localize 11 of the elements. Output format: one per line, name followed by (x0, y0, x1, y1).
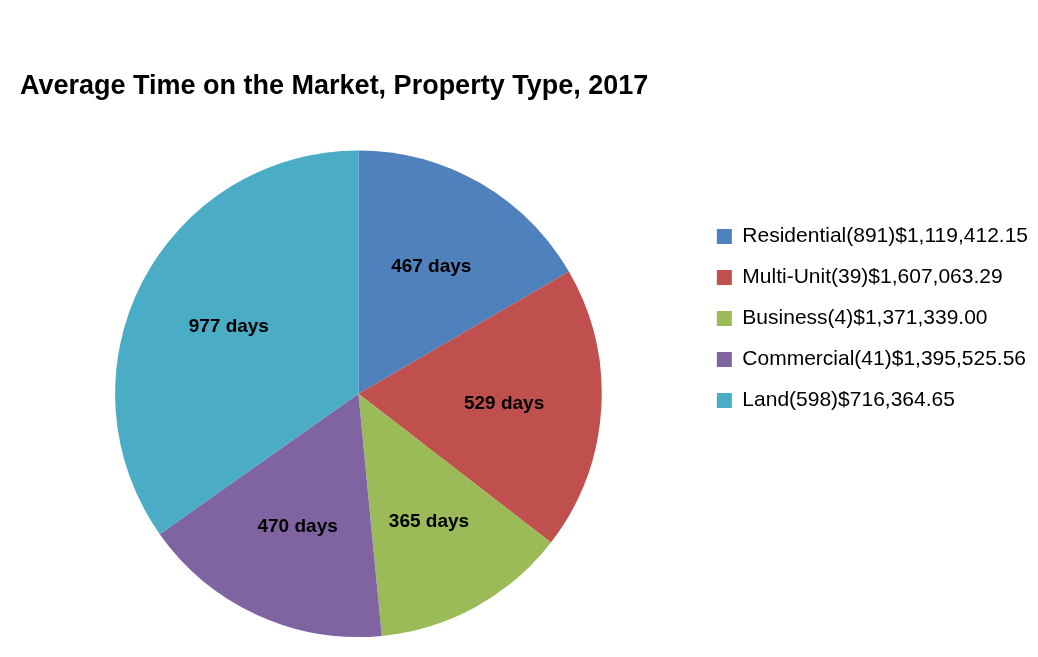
legend-label: Commercial(41)$1,395,525.56 (742, 346, 1026, 370)
chart-title: Average Time on the Market, Property Type, 2017 (20, 69, 649, 100)
legend-label: Land(598)$716,364.65 (742, 387, 955, 411)
legend-label: Residential(891)$1,119,412.15 (742, 223, 1028, 247)
data-label: 529 days (463, 391, 545, 413)
legend-label: Business(4)$1,371,339.00 (742, 305, 988, 329)
data-label: 977 days (188, 314, 269, 336)
data-label: 365 days (388, 509, 470, 531)
legend-label: Multi-Unit(39)$1,607,063.29 (742, 264, 1003, 288)
data-label: 467 days (391, 255, 472, 277)
data-label: 470 days (257, 514, 338, 536)
